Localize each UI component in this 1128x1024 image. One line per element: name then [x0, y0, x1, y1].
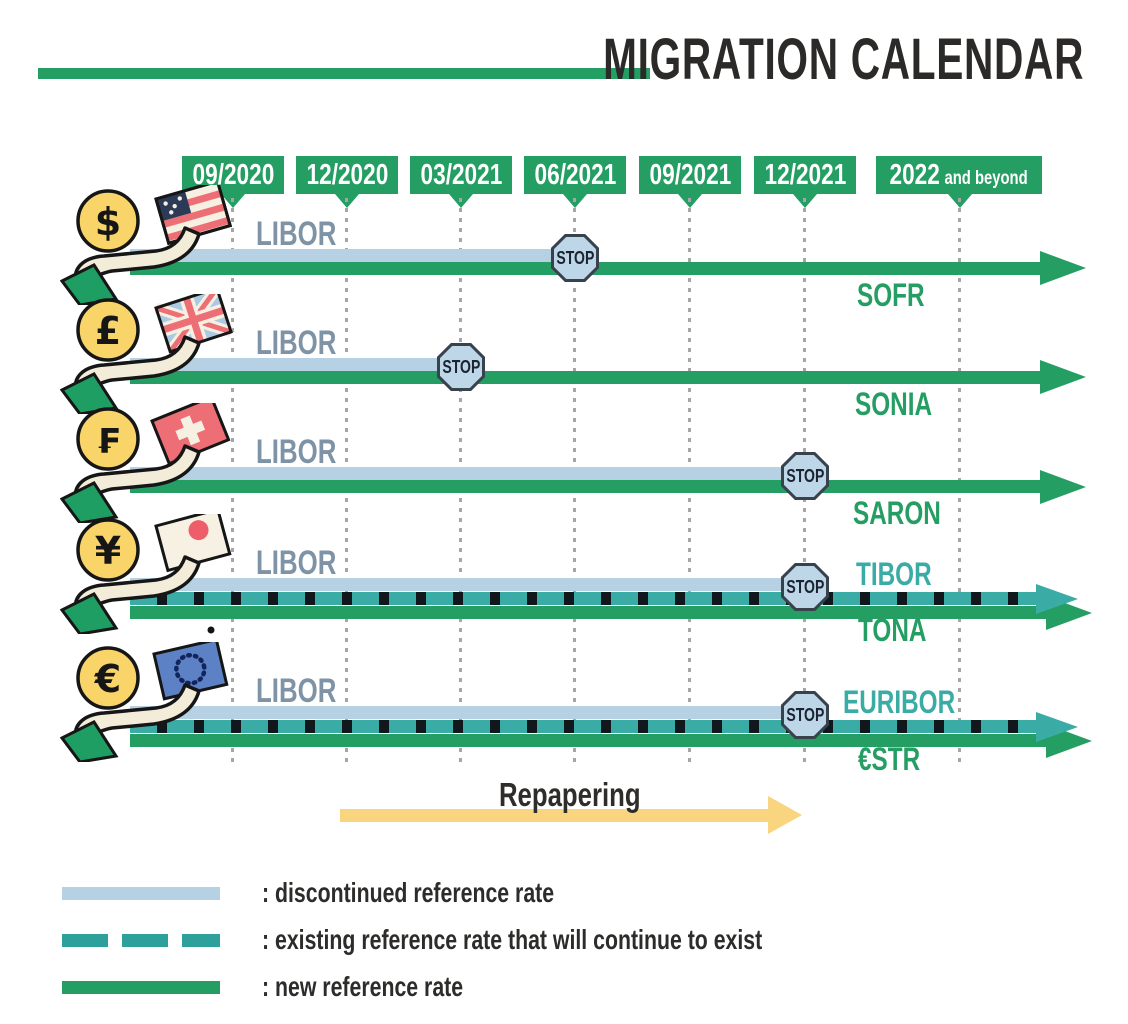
jpy-hand-coin-icon: ¥ [60, 514, 232, 634]
new-rate-label: SONIA [855, 386, 933, 422]
coin [76, 298, 140, 362]
gbp-hand-coin-icon: £ [60, 294, 233, 414]
arrowhead-teal [1036, 584, 1078, 614]
old-rate-label: LIBOR [256, 672, 337, 710]
legend-item-new: : new reference rate [62, 970, 920, 1004]
coin [76, 518, 140, 582]
new-rate-line [130, 480, 1042, 493]
old-rate-label: LIBOR [256, 324, 337, 362]
hand [73, 444, 201, 503]
stop-sign: STOP [437, 343, 485, 391]
title-underline [38, 68, 650, 79]
arrowhead-teal [1036, 712, 1078, 742]
legend-item-discontinued: : discontinued reference rate [62, 876, 920, 910]
date-flag-12-2021: 12/2021 [754, 156, 856, 194]
new-line-swatch [62, 980, 220, 994]
hand [73, 335, 201, 394]
eur-hand-coin-icon: € [60, 642, 229, 762]
coin-symbol: ¥ [95, 529, 121, 573]
new-rate-line [130, 371, 1042, 384]
sleeve [60, 720, 119, 762]
repapering-label: Repapering [499, 776, 641, 813]
stop-sign: STOP [781, 563, 829, 611]
repapering-arrowhead [768, 796, 802, 834]
arrowhead [1040, 251, 1086, 285]
existing-rate-line [130, 720, 1040, 733]
sleeve [60, 481, 119, 523]
stop-sign: STOP [781, 452, 829, 500]
discontinued-line [130, 706, 805, 719]
legend-item-existing: : existing reference rate that will cont… [62, 923, 920, 957]
usd-hand-coin-icon: $ [60, 185, 233, 305]
coin [76, 407, 140, 471]
sleeve [60, 263, 119, 305]
discontinued-line [130, 578, 805, 591]
legend-label: : discontinued reference rate [262, 877, 555, 908]
arrowhead [1040, 470, 1086, 504]
stop-sign: STOP [781, 691, 829, 739]
discontinued-line [130, 467, 805, 480]
date-flag-12-2020: 12/2020 [296, 156, 398, 194]
new-rate-line [130, 734, 1052, 747]
coin [76, 189, 140, 253]
arrowhead [1040, 360, 1086, 394]
coin-symbol: $ [95, 200, 121, 244]
new-rate-label: €STR [858, 741, 921, 777]
hand [73, 683, 201, 742]
date-flag-06-2021: 06/2021 [524, 156, 626, 194]
stop-sign: STOP [551, 234, 599, 282]
new-rate-label: SARON [853, 495, 941, 531]
japan-flag [154, 514, 232, 573]
new-rate-line [130, 606, 1052, 619]
sleeve [60, 592, 119, 634]
discontinued-line-swatch [62, 886, 220, 900]
existing-rate-line [130, 592, 1040, 605]
hand [73, 226, 201, 285]
existing-line-swatch [62, 933, 220, 947]
dot [207, 626, 215, 634]
repapering-arrow [340, 809, 768, 822]
old-rate-label: LIBOR [256, 544, 337, 582]
existing-rate-label: TIBOR [856, 556, 932, 592]
coin-symbol: € [94, 657, 121, 701]
discontinued-line [130, 358, 461, 371]
old-rate-label: LIBOR [256, 215, 337, 253]
legend-label: : new reference rate [262, 971, 464, 1002]
new-rate-label: TONA [858, 612, 927, 648]
new-rate-label: SOFR [857, 277, 925, 313]
coin-symbol: £ [95, 309, 121, 353]
old-rate-label: LIBOR [256, 433, 337, 471]
legend: : discontinued reference rate : existing… [62, 876, 920, 1004]
chf-hand-coin-icon: ₣ [60, 403, 231, 523]
page-title: MIGRATION CALENDAR [603, 27, 1084, 92]
coin [76, 646, 140, 710]
hand [73, 555, 201, 614]
date-flag-2022-beyond: 2022 and beyond [876, 156, 1042, 194]
discontinued-line [130, 249, 575, 262]
date-flag-03-2021: 03/2021 [410, 156, 512, 194]
sleeve [60, 372, 119, 414]
coin-symbol: ₣ [96, 422, 120, 462]
date-flag-09-2021: 09/2021 [639, 156, 741, 194]
legend-label: : existing reference rate that will cont… [262, 924, 763, 955]
existing-rate-label: EURIBOR [843, 684, 956, 720]
uk-flag [154, 294, 233, 356]
